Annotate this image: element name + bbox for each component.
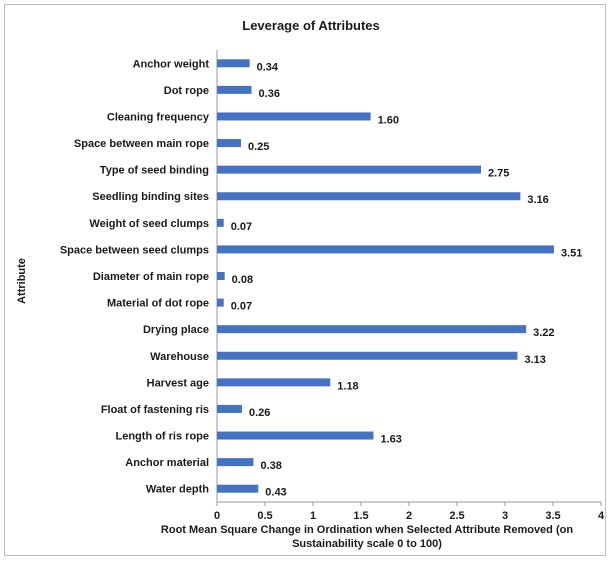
bar: [217, 484, 259, 493]
bar: [217, 245, 554, 254]
value-label: 1.63: [380, 434, 401, 446]
category-label: Drying place: [143, 324, 209, 336]
value-label: 1.18: [337, 380, 358, 392]
category-label: Anchor material: [125, 457, 209, 469]
value-label: 0.43: [265, 487, 286, 499]
value-label: 0.38: [260, 460, 281, 472]
x-tick-label: 1: [310, 510, 316, 522]
category-label: Space between seed clumps: [60, 244, 209, 256]
category-label: Harvest age: [147, 377, 209, 389]
bar: [217, 431, 374, 440]
category-label: Water depth: [146, 484, 209, 496]
value-label: 0.07: [231, 301, 252, 313]
bar: [217, 139, 241, 148]
x-tick-label: 3.5: [545, 510, 560, 522]
x-tick-label: 1.5: [353, 510, 368, 522]
category-label: Type of seed binding: [100, 165, 209, 177]
bar: [217, 59, 250, 68]
value-label: 2.75: [488, 168, 509, 180]
category-label: Cleaning frequency: [107, 111, 210, 123]
category-label: Warehouse: [150, 351, 209, 363]
bar: [217, 165, 481, 174]
bar: [217, 325, 527, 334]
bar: [217, 192, 521, 201]
y-axis-label: Attribute: [16, 258, 28, 304]
bar: [217, 272, 225, 280]
category-label: Material of dot rope: [107, 298, 209, 310]
bar: [217, 378, 331, 387]
value-label: 3.16: [527, 194, 548, 206]
category-label: Anchor weight: [133, 58, 210, 70]
category-label: Float of fastening ris: [101, 404, 209, 416]
value-label: 0.07: [231, 221, 252, 233]
category-label: Dot rope: [164, 85, 209, 97]
category-label: Space between main rope: [74, 138, 209, 150]
category-label: Weight of seed clumps: [89, 218, 209, 230]
x-axis-label-line-1: Root Mean Square Change in Ordination wh…: [161, 524, 573, 536]
bar: [217, 85, 252, 94]
bar: [217, 351, 518, 360]
bar: [217, 112, 371, 121]
bar: [217, 458, 254, 467]
value-label: 0.08: [232, 274, 253, 286]
chart-frame: Leverage of Attributes Attribute 0 0.5 1 1.…: [4, 4, 606, 556]
x-tick-label: 0.5: [257, 510, 272, 522]
category-label: Length of ris rope: [116, 431, 210, 443]
value-label: 3.22: [533, 327, 554, 339]
chart-title: Leverage of Attributes: [242, 18, 380, 33]
x-tick-label: 2.5: [449, 510, 464, 522]
x-tick-label: 2: [406, 510, 412, 522]
bar-chart: Leverage of Attributes Attribute 0 0.5 1 1.…: [16, 18, 605, 550]
x-axis-label-line-2: Sustainability scale 0 to 100): [292, 538, 442, 550]
bar: [217, 298, 224, 307]
value-label: 1.60: [378, 114, 399, 126]
category-label: Seedling binding sites: [92, 191, 209, 203]
x-tick-label: 3: [502, 510, 508, 522]
bar: [217, 404, 242, 413]
plot-area: 0 0.5 1 1.5 2 2.5 3 3.5 4 Anchor weight 0.34 Dot ro…: [60, 50, 605, 522]
value-label: 0.26: [249, 407, 270, 419]
category-label: Diameter of main rope: [93, 271, 209, 283]
value-label: 0.34: [257, 61, 279, 73]
x-tick-label: 0: [214, 510, 220, 522]
x-tick-label: 4: [598, 510, 605, 522]
value-label: 0.36: [259, 88, 280, 100]
value-label: 3.13: [524, 354, 545, 366]
value-label: 3.51: [561, 247, 582, 259]
value-label: 0.25: [248, 141, 269, 153]
bar: [217, 218, 224, 227]
